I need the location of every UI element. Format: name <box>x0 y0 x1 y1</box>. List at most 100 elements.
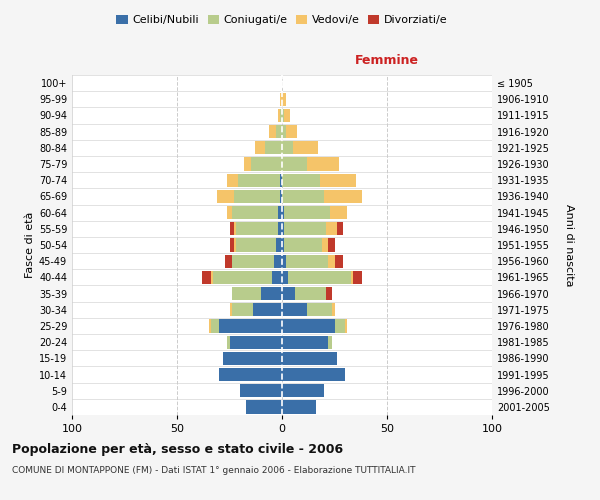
Bar <box>280 109 282 122</box>
Bar <box>282 141 293 154</box>
Bar <box>244 158 251 170</box>
Bar <box>247 400 282 413</box>
Bar <box>230 222 234 235</box>
Bar <box>307 158 338 170</box>
Bar <box>234 238 236 252</box>
Bar <box>345 320 347 332</box>
Bar <box>282 238 284 252</box>
Bar <box>284 222 326 235</box>
Bar <box>230 238 234 252</box>
Bar <box>282 125 286 138</box>
Bar <box>278 222 282 235</box>
Bar <box>320 174 355 187</box>
Bar <box>223 352 282 365</box>
Bar <box>337 222 343 235</box>
Bar <box>271 270 282 284</box>
Bar <box>282 174 320 187</box>
Bar <box>282 92 286 106</box>
Bar <box>328 238 335 252</box>
Bar <box>227 174 238 187</box>
Bar <box>232 303 253 316</box>
Bar <box>227 206 232 220</box>
Bar <box>276 125 282 138</box>
Bar <box>324 190 362 203</box>
Bar <box>251 158 282 170</box>
Bar <box>227 336 229 349</box>
Text: Popolazione per età, sesso e stato civile - 2006: Popolazione per età, sesso e stato civil… <box>12 442 343 456</box>
Bar <box>282 336 328 349</box>
Bar <box>234 222 236 235</box>
Bar <box>332 303 335 316</box>
Bar <box>282 400 316 413</box>
Bar <box>261 287 282 300</box>
Bar <box>284 109 290 122</box>
Bar <box>295 287 326 300</box>
Bar <box>232 254 274 268</box>
Bar <box>209 320 211 332</box>
Bar <box>331 206 347 220</box>
Bar <box>328 254 335 268</box>
Bar <box>229 336 282 349</box>
Bar <box>289 270 352 284</box>
Bar <box>240 384 282 398</box>
Bar <box>230 303 232 316</box>
Legend: Celibi/Nubili, Coniugati/e, Vedovi/e, Divorziati/e: Celibi/Nubili, Coniugati/e, Vedovi/e, Di… <box>112 10 452 30</box>
Bar <box>211 320 219 332</box>
Bar <box>234 190 280 203</box>
Bar <box>278 206 282 220</box>
Bar <box>269 125 276 138</box>
Bar <box>282 222 284 235</box>
Bar <box>282 384 324 398</box>
Bar <box>232 206 278 220</box>
Bar <box>232 287 261 300</box>
Bar <box>282 303 307 316</box>
Bar <box>265 141 282 154</box>
Bar <box>282 109 284 122</box>
Y-axis label: Fasce di età: Fasce di età <box>25 212 35 278</box>
Bar <box>335 320 345 332</box>
Y-axis label: Anni di nascita: Anni di nascita <box>563 204 574 286</box>
Bar <box>286 125 296 138</box>
Bar <box>226 254 232 268</box>
Bar <box>282 254 286 268</box>
Bar <box>282 270 289 284</box>
Bar <box>236 238 276 252</box>
Bar <box>282 320 335 332</box>
Bar <box>280 174 282 187</box>
Bar <box>274 254 282 268</box>
Bar <box>335 254 343 268</box>
Bar <box>328 336 332 349</box>
Text: COMUNE DI MONTAPPONE (FM) - Dati ISTAT 1° gennaio 2006 - Elaborazione TUTTITALIA: COMUNE DI MONTAPPONE (FM) - Dati ISTAT 1… <box>12 466 415 475</box>
Bar <box>282 206 284 220</box>
Bar <box>280 190 282 203</box>
Bar <box>280 92 282 106</box>
Bar <box>326 287 332 300</box>
Bar <box>213 270 271 284</box>
Bar <box>322 238 328 252</box>
Bar <box>219 368 282 381</box>
Text: Femmine: Femmine <box>355 54 419 66</box>
Bar <box>276 238 282 252</box>
Bar <box>293 141 318 154</box>
Bar <box>238 174 280 187</box>
Bar <box>282 352 337 365</box>
Bar <box>284 206 331 220</box>
Bar <box>353 270 362 284</box>
Bar <box>282 190 324 203</box>
Bar <box>351 270 353 284</box>
Bar <box>202 270 211 284</box>
Bar <box>211 270 213 284</box>
Bar <box>254 141 265 154</box>
Bar <box>307 303 332 316</box>
Bar <box>286 254 328 268</box>
Bar <box>284 238 322 252</box>
Bar <box>282 287 295 300</box>
Bar <box>278 109 280 122</box>
Bar <box>236 222 278 235</box>
Bar <box>219 320 282 332</box>
Bar <box>217 190 234 203</box>
Bar <box>253 303 282 316</box>
Bar <box>326 222 337 235</box>
Bar <box>282 158 307 170</box>
Bar <box>282 368 345 381</box>
